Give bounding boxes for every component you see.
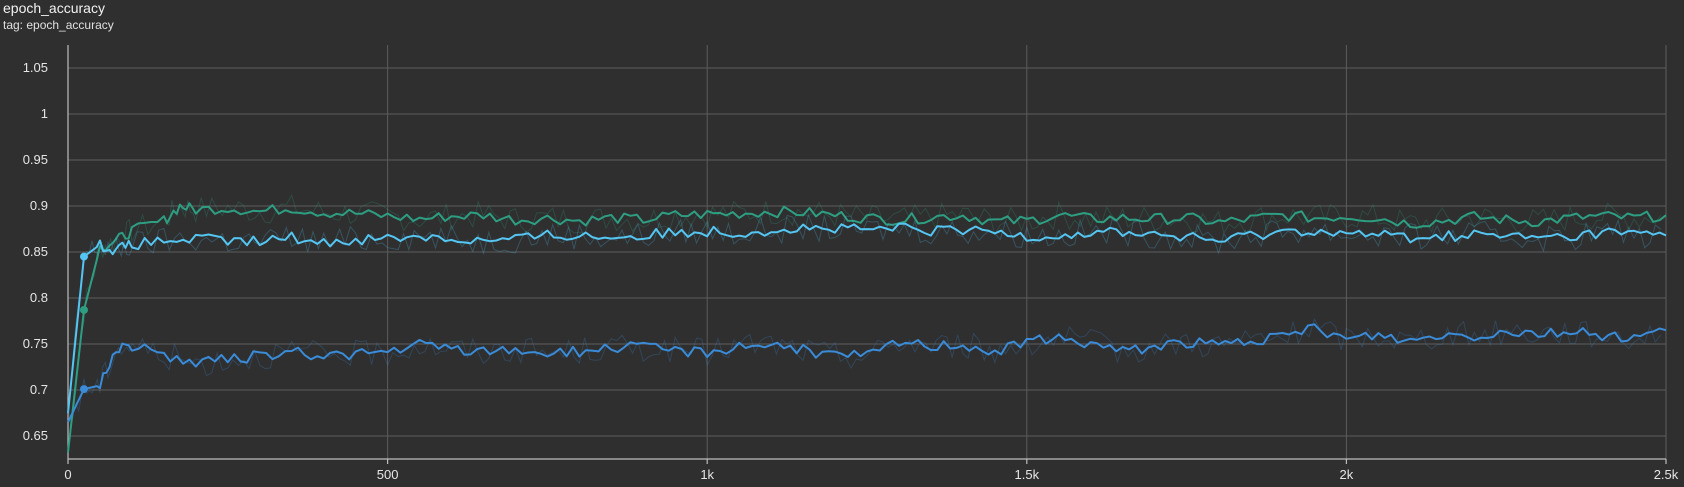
series-line <box>67 323 1667 423</box>
y-tick-label: 0.65 <box>23 428 48 443</box>
y-tick-label: 1.05 <box>23 60 48 75</box>
y-tick-label: 0.85 <box>23 244 48 259</box>
series-marker <box>79 385 88 394</box>
y-tick-label: 0.9 <box>30 198 48 213</box>
y-tick-label: 0.75 <box>23 336 48 351</box>
y-tick-label: 1 <box>41 106 48 121</box>
x-tick-label: 2k <box>1340 467 1354 482</box>
series-marker <box>79 252 88 261</box>
x-tick-label: 1.5k <box>1015 467 1040 482</box>
x-tick-label: 1k <box>700 467 714 482</box>
series-raw-line <box>67 213 1662 407</box>
y-tick-label: 0.7 <box>30 382 48 397</box>
x-tick-label: 2.5k <box>1654 467 1679 482</box>
x-tick-label: 0 <box>64 467 71 482</box>
series-line <box>67 222 1667 414</box>
x-tick-label: 500 <box>377 467 399 482</box>
y-tick-label: 0.95 <box>23 152 48 167</box>
series-raw-line <box>67 317 1662 422</box>
y-tick-label: 0.8 <box>30 290 48 305</box>
series-marker <box>79 305 88 314</box>
chart-title: epoch_accuracy <box>3 0 105 16</box>
series-line <box>67 202 1667 453</box>
series-raw-line <box>67 194 1662 453</box>
chart-tag-label: tag: epoch_accuracy <box>3 18 114 32</box>
